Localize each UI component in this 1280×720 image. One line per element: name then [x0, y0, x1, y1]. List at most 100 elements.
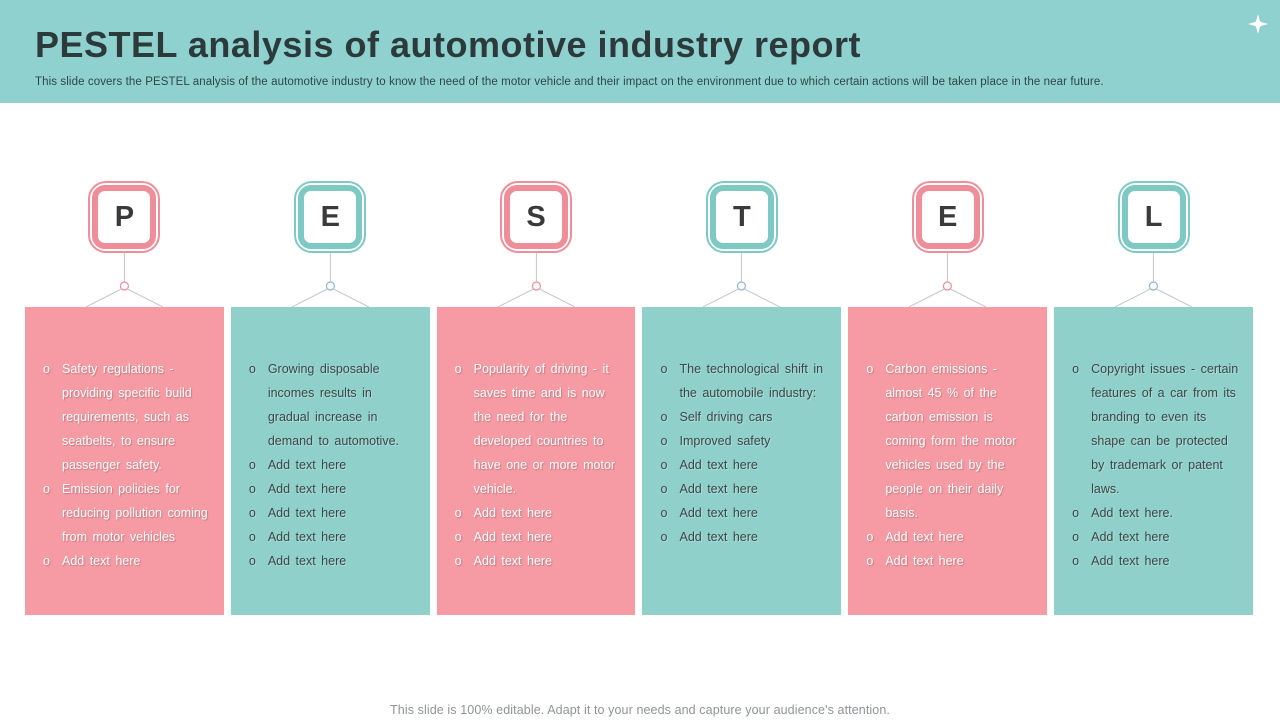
- content-box: o Copyright issues - certain features of …: [1054, 307, 1253, 615]
- content-box: o The technological shift in the automobi…: [642, 307, 842, 615]
- content-box: o Carbon emissions - almost 45 % of the c…: [848, 307, 1048, 615]
- connector-lines: [85, 253, 164, 307]
- list-item: o Add text here: [249, 477, 418, 501]
- bullet-glyph: o: [454, 554, 462, 568]
- bullet-glyph: o: [1072, 506, 1080, 520]
- list-item-text: Improved safety: [679, 434, 771, 448]
- list-item: o Add text here: [1072, 549, 1241, 573]
- list-item-text: Add text here: [473, 554, 553, 568]
- list-item: o Copyright issues - certain features of …: [1072, 357, 1241, 501]
- bullet-glyph: o: [248, 482, 256, 496]
- list-item: o Add text here: [249, 525, 418, 549]
- list-item-text: Add text here: [679, 458, 758, 472]
- badge-letter: L: [1144, 200, 1163, 233]
- bullet-glyph: o: [454, 362, 462, 376]
- bullet-glyph: o: [660, 410, 668, 424]
- slide-header: PESTEL analysis of automotive industry r…: [0, 0, 1280, 103]
- bullet-list: o Growing disposable incomes results in g…: [249, 357, 418, 573]
- list-item-text: Add text here: [1091, 554, 1170, 568]
- list-item-text: Copyright issues - certain features of a…: [1091, 362, 1239, 496]
- list-item: o Add text here: [249, 501, 418, 525]
- list-item-text: Add text here: [679, 530, 758, 544]
- list-item: o Add text here: [866, 525, 1035, 549]
- list-item-text: Emission policies for reducing pollution…: [62, 482, 208, 544]
- bullet-glyph: o: [248, 362, 256, 376]
- badge-letter: P: [114, 200, 135, 233]
- list-item-text: Safety regulations - providing specific …: [62, 362, 192, 472]
- pestel-column-e-4: E o Carbon emissions - almost 45 % of the…: [848, 181, 1048, 615]
- list-item: o Add text here: [660, 453, 829, 477]
- pestel-column-s-2: S o Popularity of driving - it saves time…: [436, 181, 636, 615]
- list-item: o Emission policies for reducing pollutio…: [43, 477, 212, 549]
- letter-badge: E: [294, 181, 367, 253]
- pestel-column-e-1: E o Growing disposable incomes results in…: [230, 181, 430, 615]
- connector-lines: [291, 253, 369, 307]
- pestel-column-p-0: P o Safety regulations - providing specif…: [25, 181, 224, 615]
- list-item: o Growing disposable incomes results in g…: [249, 357, 418, 453]
- list-item-text: Add text here: [473, 506, 553, 520]
- page-subtitle: This slide covers the PESTEL analysis of…: [35, 76, 1104, 88]
- list-item: o Add text here: [660, 477, 829, 501]
- list-item: o Add text here: [455, 525, 624, 549]
- bullet-list: o Copyright issues - certain features of …: [1072, 357, 1241, 573]
- list-item: o Add text here.: [1072, 501, 1241, 525]
- list-item-text: The technological shift in the automobil…: [679, 362, 824, 400]
- list-item: o Safety regulations - providing specific…: [43, 357, 212, 477]
- bullet-glyph: o: [43, 554, 50, 568]
- bullet-glyph: o: [248, 554, 256, 568]
- list-item: o Add text here: [455, 549, 624, 573]
- list-item: o Add text here: [1072, 525, 1241, 549]
- bullet-glyph: o: [454, 506, 462, 520]
- list-item-text: Add text here: [1091, 530, 1170, 544]
- list-item: o Add text here: [660, 525, 829, 549]
- bullet-glyph: o: [660, 458, 668, 472]
- bullet-list: o Carbon emissions - almost 45 % of the c…: [866, 357, 1035, 573]
- list-item-text: Add text here: [473, 530, 553, 544]
- connector-lines: [909, 253, 987, 307]
- bullet-list: o Popularity of driving - it saves time a…: [455, 357, 624, 573]
- bullet-glyph: o: [660, 362, 668, 376]
- list-item: o Self driving cars: [660, 405, 829, 429]
- bullet-glyph: o: [454, 530, 462, 544]
- bullet-glyph: o: [1072, 554, 1080, 568]
- list-item: o The technological shift in the automobi…: [660, 357, 829, 405]
- bullet-glyph: o: [866, 530, 874, 544]
- list-item-text: Popularity of driving - it saves time an…: [473, 362, 616, 496]
- sparkle-icon: [1248, 14, 1268, 34]
- list-item-text: Add text here: [267, 530, 347, 544]
- list-item-text: Add text here: [679, 506, 758, 520]
- bullet-glyph: o: [1072, 362, 1080, 376]
- pestel-column-l-5: L o Copyright issues - certain features o…: [1054, 181, 1253, 615]
- badge-letter: S: [526, 200, 546, 233]
- letter-badge: L: [1117, 181, 1190, 253]
- pestel-columns-row: P o Safety regulations - providing specif…: [25, 181, 1253, 615]
- list-item: o Add text here: [660, 501, 829, 525]
- bullet-glyph: o: [248, 530, 256, 544]
- list-item: o Add text here: [249, 549, 418, 573]
- badge-letter: E: [320, 200, 340, 233]
- letter-badge: E: [911, 181, 984, 253]
- list-item-text: Add text here: [267, 506, 347, 520]
- bullet-glyph: o: [248, 506, 256, 520]
- list-item-text: Carbon emissions - almost 45 % of the ca…: [885, 362, 1017, 520]
- list-item-text: Add text here.: [1091, 506, 1173, 520]
- bullet-glyph: o: [1072, 530, 1080, 544]
- list-item: o Add text here: [249, 453, 418, 477]
- list-item-text: Add text here: [267, 554, 347, 568]
- list-item: o Add text here: [455, 501, 624, 525]
- bullet-glyph: o: [660, 482, 668, 496]
- list-item-text: Growing disposable incomes results in gr…: [267, 362, 399, 448]
- content-box: o Safety regulations - providing specific…: [25, 307, 224, 615]
- list-item: o Add text here: [866, 549, 1035, 573]
- list-item: o Popularity of driving - it saves time a…: [455, 357, 624, 501]
- bullet-glyph: o: [660, 530, 668, 544]
- list-item-text: Add text here: [267, 482, 347, 496]
- bullet-glyph: o: [660, 506, 668, 520]
- badge-letter: E: [938, 200, 958, 233]
- list-item-text: Add text here: [885, 554, 964, 568]
- badge-letter: T: [733, 200, 751, 233]
- connector-lines: [1114, 253, 1193, 307]
- list-item-text: Self driving cars: [679, 410, 773, 424]
- pestel-column-t-3: T o The technological shift in the automo…: [642, 181, 842, 615]
